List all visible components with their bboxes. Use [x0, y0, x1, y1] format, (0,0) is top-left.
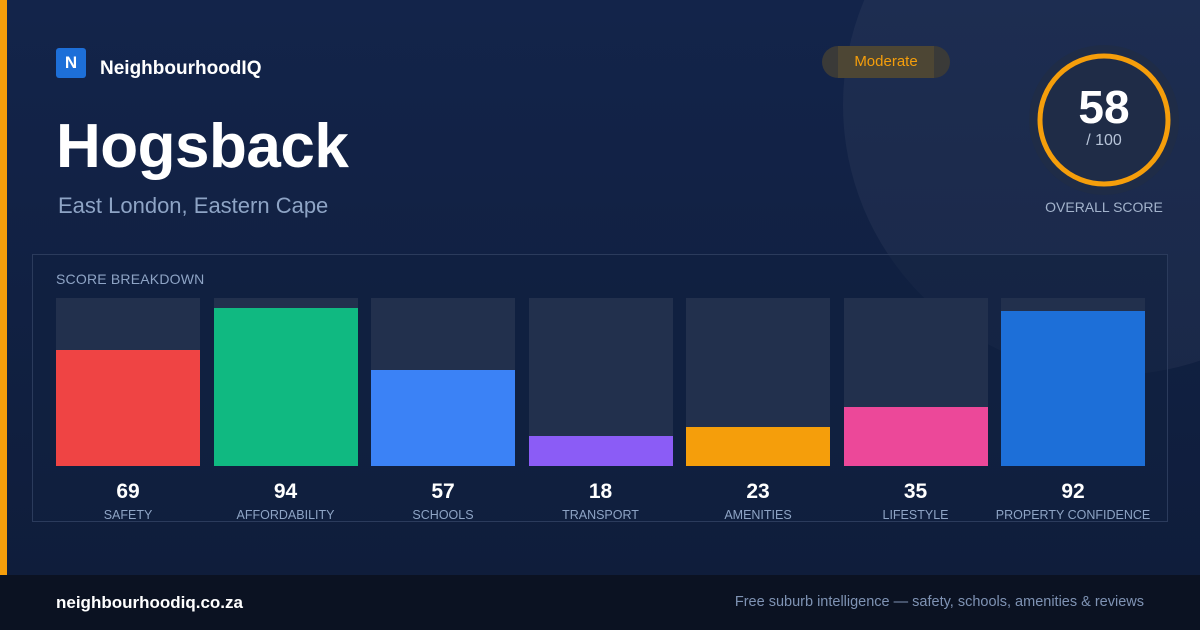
- bar-value: 69: [116, 480, 140, 503]
- bar-fill: [1001, 311, 1145, 466]
- bar-value: 18: [588, 480, 613, 503]
- accent-stripe: [0, 0, 7, 575]
- bar-fill: [213, 308, 358, 466]
- bar-track: [686, 298, 830, 466]
- footer-domain-link[interactable]: neighbourhoodiq.co.za: [56, 593, 243, 612]
- bar-fill: [843, 407, 988, 466]
- footer: neighbourhoodiq.co.za Free suburb intell…: [0, 575, 1200, 630]
- bar-track: [843, 298, 988, 466]
- score-ring-graphic: [1029, 45, 1179, 195]
- bar-label: SAFETY: [103, 508, 153, 522]
- score-bar-safety: 69 SAFETY: [56, 298, 200, 528]
- overall-score-caption: OVERALL SCORE: [1045, 199, 1163, 215]
- score-bar-transport: 18 TRANSPORT: [528, 298, 673, 528]
- bar-fill: [56, 350, 200, 466]
- brand: N NeighbourhoodIQ: [56, 46, 261, 80]
- score-breakdown-heading: SCORE BREAKDOWN: [56, 271, 205, 287]
- score-ring-arc: [1037, 53, 1171, 187]
- score-bar-schools: 57 SCHOOLS: [371, 298, 515, 528]
- bar-fill: [371, 370, 515, 466]
- bar-track: [213, 298, 358, 466]
- rating-badge-highlight: [838, 46, 934, 78]
- bar-label: TRANSPORT: [562, 508, 639, 522]
- bar-fill: [686, 427, 830, 466]
- bar-value: 23: [746, 480, 770, 503]
- bar-value: 92: [1061, 480, 1085, 503]
- overall-score-max: / 100: [1086, 132, 1122, 149]
- share-card: N NeighbourhoodIQ Hogsback East London, …: [0, 0, 1200, 575]
- score-bar-lifestyle: 35 LIFESTYLE: [843, 298, 988, 528]
- score-bar-affordability: 94 AFFORDABILITY: [213, 298, 358, 528]
- footer-tagline: Free suburb intelligence — safety, schoo…: [734, 594, 1144, 610]
- bar-label: AFFORDABILITY: [236, 508, 335, 522]
- bar-label: PROPERTY CONFIDENCE: [995, 508, 1151, 522]
- suburb-location: East London, Eastern Cape: [58, 193, 329, 218]
- score-breakdown-panel: SCORE BREAKDOWN 69 SAFETY 94 AFFORDABILITY 5…: [32, 254, 1168, 522]
- overall-score-value: 58: [1078, 81, 1130, 133]
- brand-name: NeighbourhoodIQ: [100, 58, 262, 79]
- rating-badge: Moderate: [822, 46, 950, 78]
- bar-value: 35: [903, 480, 928, 503]
- score-bar-amenities: 23 AMENITIES: [686, 298, 830, 528]
- brand-logo-icon: N: [56, 48, 86, 78]
- bar-track: [56, 298, 200, 466]
- bar-label: LIFESTYLE: [882, 508, 949, 522]
- overall-score-ring: 58 / 100: [1028, 44, 1180, 196]
- bar-fill: [528, 436, 673, 466]
- bar-label: SCHOOLS: [412, 508, 474, 522]
- suburb-title: Hogsback: [56, 112, 349, 181]
- bar-value: 57: [431, 480, 455, 503]
- bar-value: 94: [273, 480, 298, 503]
- bar-track: [528, 298, 673, 466]
- score-ring-backdrop: [1029, 45, 1179, 195]
- score-bar-property-confidence: 92 PROPERTY CONFIDENCE: [996, 298, 1150, 528]
- bar-label: AMENITIES: [724, 508, 792, 522]
- bar-track: [371, 298, 515, 466]
- rating-badge-label: Moderate: [854, 53, 918, 70]
- bar-track: [1001, 298, 1145, 466]
